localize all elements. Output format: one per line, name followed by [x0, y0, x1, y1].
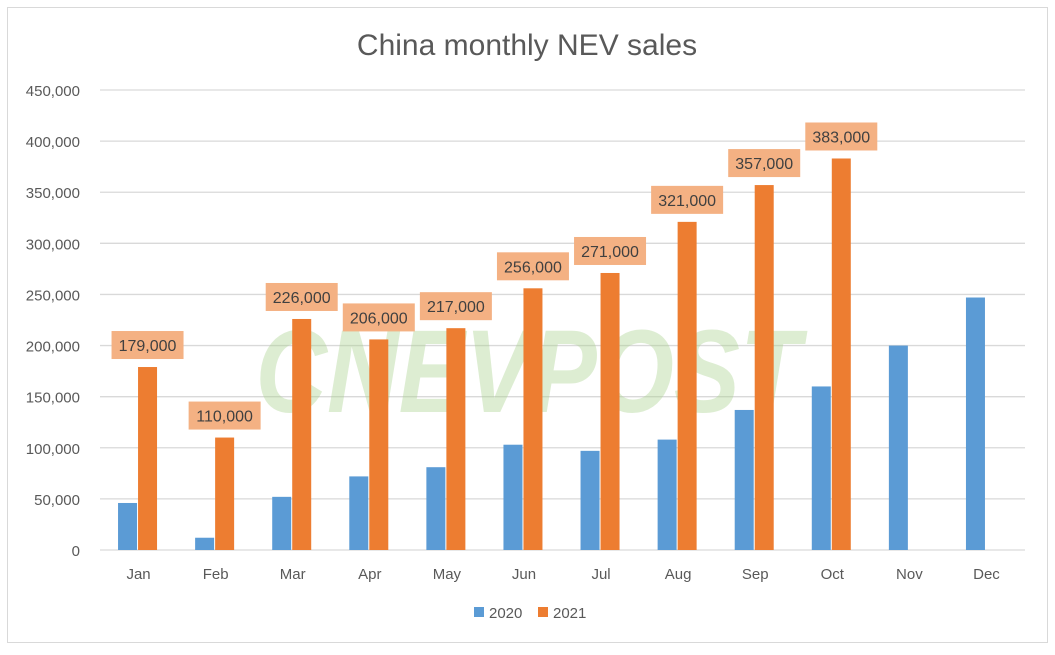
- data-label: 271,000: [581, 244, 639, 261]
- bar-2020-Aug: [657, 439, 677, 550]
- gridlines: [100, 89, 1025, 551]
- bar-2021-May: [446, 328, 466, 550]
- y-tick-label: 0: [72, 543, 80, 560]
- x-tick-label: Nov: [896, 566, 923, 583]
- y-tick-label: 450,000: [26, 83, 80, 100]
- x-tick-label: Jun: [512, 566, 536, 583]
- data-label: 226,000: [273, 290, 331, 307]
- bar-2020-Feb: [195, 537, 215, 550]
- data-label-bg: [496, 252, 569, 281]
- bar-2021-Apr: [369, 339, 389, 550]
- bar-2021-Oct: [831, 158, 851, 550]
- x-tick-label: Oct: [821, 566, 845, 583]
- data-label: 383,000: [812, 129, 870, 146]
- y-tick-label: 50,000: [34, 492, 80, 509]
- chart-title: China monthly NEV sales: [357, 29, 697, 62]
- legend-swatch-2021: [538, 607, 548, 617]
- bar-2020-Dec: [965, 297, 985, 550]
- bar-2021-Mar: [292, 318, 312, 550]
- data-label: 206,000: [350, 310, 408, 327]
- bar-2021-Feb: [215, 437, 235, 550]
- data-label-bg: [651, 185, 724, 214]
- bar-2021-Sep: [754, 185, 774, 551]
- x-tick-label: Mar: [280, 566, 306, 583]
- bars: [118, 158, 985, 551]
- bar-2021-Aug: [677, 221, 697, 550]
- legend: 2020 2021: [474, 605, 586, 622]
- bar-2020-Nov: [888, 345, 908, 550]
- data-label-bg: [342, 303, 415, 332]
- y-tick-label: 200,000: [26, 339, 80, 356]
- data-label-bg: [265, 282, 338, 311]
- x-tick-label: Jan: [126, 566, 150, 583]
- bar-2021-Jun: [523, 288, 543, 550]
- bar-2020-Sep: [734, 409, 754, 550]
- x-tick-label: Apr: [358, 566, 381, 583]
- x-tick-label: Dec: [973, 566, 1000, 583]
- data-label-bg: [188, 401, 261, 430]
- x-axis-ticks: Jan Feb Mar Apr May Jun Jul Aug Sep Oct Nov Dec: [126, 566, 1000, 583]
- data-labels: 179,000 110,000 226,000 206,000 217,000 256,0…: [111, 122, 878, 430]
- data-label-bg: [728, 149, 801, 178]
- x-tick-label: May: [433, 566, 462, 583]
- legend-label-2020: 2020: [489, 605, 522, 622]
- bar-2021-Jan: [138, 367, 158, 550]
- bar-2020-Apr: [349, 476, 369, 550]
- y-tick-label: 300,000: [26, 236, 80, 253]
- data-label-bg: [805, 122, 878, 151]
- bar-2020-Oct: [811, 386, 831, 550]
- data-label-bg: [111, 331, 184, 360]
- y-axis-ticks: 0 50,000 100,000 150,000 200,000 250,000 300,0…: [26, 83, 80, 560]
- data-label: 256,000: [504, 259, 562, 276]
- bar-2020-Jan: [118, 502, 138, 550]
- y-tick-label: 150,000: [26, 390, 80, 407]
- x-tick-label: Jul: [591, 566, 610, 583]
- legend-label-2021: 2021: [553, 605, 586, 622]
- bar-2020-May: [426, 467, 446, 550]
- data-label: 321,000: [658, 193, 716, 210]
- x-tick-label: Sep: [742, 566, 769, 583]
- y-tick-label: 100,000: [26, 441, 80, 458]
- data-label-bg: [574, 236, 647, 265]
- y-tick-label: 250,000: [26, 287, 80, 304]
- bar-2020-Mar: [272, 496, 292, 550]
- x-tick-label: Feb: [203, 566, 229, 583]
- bar-2020-Jul: [580, 450, 600, 550]
- y-tick-label: 400,000: [26, 134, 80, 151]
- bar-2021-Jul: [600, 272, 620, 550]
- y-tick-label: 350,000: [26, 185, 80, 202]
- bar-2020-Jun: [503, 444, 523, 550]
- data-label: 179,000: [119, 338, 177, 355]
- legend-swatch-2020: [474, 607, 484, 617]
- data-label: 110,000: [196, 409, 253, 426]
- x-tick-label: Aug: [665, 566, 692, 583]
- data-label: 357,000: [735, 156, 793, 173]
- data-label-bg: [419, 292, 492, 321]
- data-label: 217,000: [427, 299, 485, 316]
